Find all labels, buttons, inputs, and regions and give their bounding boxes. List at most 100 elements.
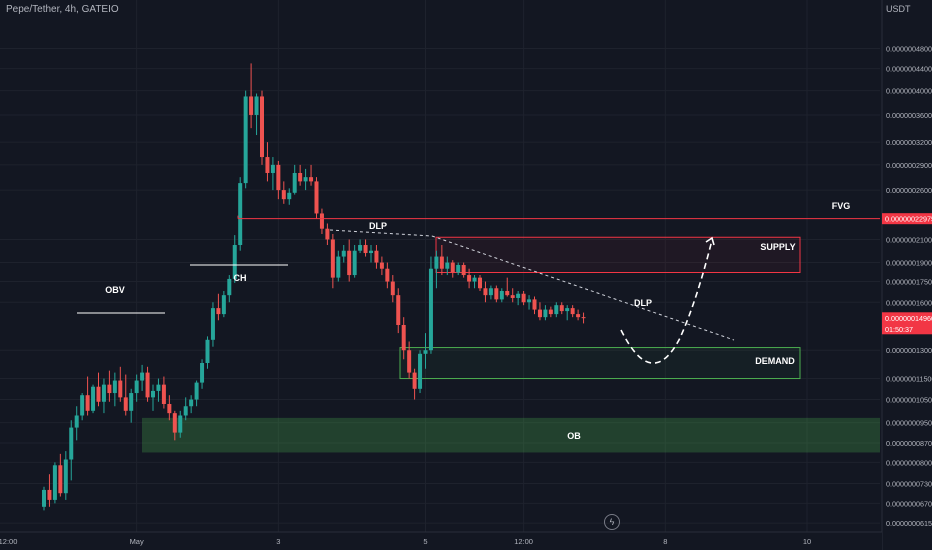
price-tick-label: 0.000000400000 xyxy=(886,87,932,96)
candle xyxy=(423,333,428,369)
candle xyxy=(401,317,406,360)
candle xyxy=(183,397,188,421)
candle-body xyxy=(336,256,341,278)
candle-body xyxy=(478,277,482,289)
candle xyxy=(396,288,401,334)
candle-body xyxy=(516,293,521,298)
drawing-layer: FVG OBV CH DLP DLP SUPPLY DEMAND OB xyxy=(77,201,880,441)
candle xyxy=(537,302,542,321)
time-tick-label: 3 xyxy=(276,537,280,546)
candle-body xyxy=(112,380,117,394)
candle xyxy=(445,256,450,276)
candle-body xyxy=(488,288,493,296)
candle xyxy=(548,306,553,318)
time-tick-label: 5 xyxy=(423,537,427,546)
candle xyxy=(576,309,581,321)
candle xyxy=(216,293,221,321)
candle-body xyxy=(74,415,79,428)
price-tick-label: 0.000000175000 xyxy=(886,278,932,287)
candle-body xyxy=(227,278,232,296)
candle-body xyxy=(69,427,74,460)
candle-body xyxy=(527,299,532,303)
candle-body xyxy=(543,309,548,318)
candle-body xyxy=(172,413,177,433)
candle-body xyxy=(434,256,439,269)
candle xyxy=(510,288,515,303)
chart-title: Pepe/Tether, 4h, GATEIO xyxy=(6,4,119,15)
lightning-icon[interactable]: ϟ xyxy=(604,514,620,530)
candle xyxy=(532,296,537,315)
candle-body xyxy=(52,465,57,500)
price-axis-bg xyxy=(882,0,932,550)
candle xyxy=(314,177,319,219)
price-tick-label: 0.000000190000 xyxy=(886,259,932,268)
candle-series xyxy=(42,63,586,511)
candle-body xyxy=(319,213,324,229)
price-tick-label: 0.000000087000 xyxy=(886,439,932,448)
time-axis-bg xyxy=(0,532,882,550)
candle-body xyxy=(243,96,248,184)
candle xyxy=(554,302,559,318)
projection-path xyxy=(620,239,713,364)
candle xyxy=(472,275,477,289)
candle xyxy=(407,341,412,379)
price-axis[interactable]: 0.000000480000 0.000000440000 0.0000004000… xyxy=(881,0,932,550)
candle xyxy=(151,384,155,411)
candle-body xyxy=(238,183,243,246)
candle xyxy=(374,245,379,269)
candle xyxy=(319,208,324,235)
dlp-line-1 xyxy=(329,229,433,237)
time-tick-label: 12:00 xyxy=(0,537,17,546)
candle-body xyxy=(58,465,63,494)
candle-body xyxy=(461,265,466,276)
candle xyxy=(467,268,472,289)
candle xyxy=(450,260,455,278)
candle xyxy=(243,90,248,189)
candle xyxy=(101,378,106,414)
candle xyxy=(249,63,254,129)
countdown-text: 01:50:37 xyxy=(885,325,913,334)
candle-body xyxy=(151,390,155,398)
candle xyxy=(281,181,286,204)
candle xyxy=(521,290,526,306)
candle xyxy=(369,245,373,263)
price-tick-label: 0.000000480000 xyxy=(886,44,932,53)
candle-body xyxy=(194,382,199,400)
candle xyxy=(52,462,57,504)
candle xyxy=(483,281,488,303)
candle-body xyxy=(554,305,559,315)
candle xyxy=(434,250,439,289)
candle xyxy=(161,376,166,409)
time-tick-label: 12:00 xyxy=(514,537,533,546)
candle-body xyxy=(559,305,564,312)
candle-body xyxy=(450,262,455,273)
candle xyxy=(276,160,281,200)
candle-body xyxy=(565,308,570,312)
candle xyxy=(74,406,79,441)
candle-body xyxy=(325,228,330,240)
candle xyxy=(385,262,390,289)
candle-body xyxy=(472,277,477,282)
candle xyxy=(478,275,482,291)
candle xyxy=(379,256,384,276)
candle xyxy=(527,295,532,310)
candle-body xyxy=(548,309,553,315)
candle xyxy=(134,374,139,402)
time-axis[interactable]: 12:00May3512:008101212:0015171912:002224… xyxy=(0,531,932,550)
candle-body xyxy=(363,245,368,254)
candle xyxy=(347,239,352,282)
zone-layer xyxy=(142,236,880,453)
candle-body xyxy=(249,96,254,115)
candle xyxy=(352,245,357,278)
candle xyxy=(292,164,297,195)
candle-body xyxy=(385,268,390,282)
candle xyxy=(112,372,117,407)
candle-body xyxy=(581,317,586,319)
candle-body xyxy=(494,288,499,300)
candle-body xyxy=(85,395,90,411)
candle-body xyxy=(232,245,237,279)
dlp-label-1: DLP xyxy=(369,221,387,231)
candle-body xyxy=(167,403,172,414)
candle xyxy=(260,90,264,165)
